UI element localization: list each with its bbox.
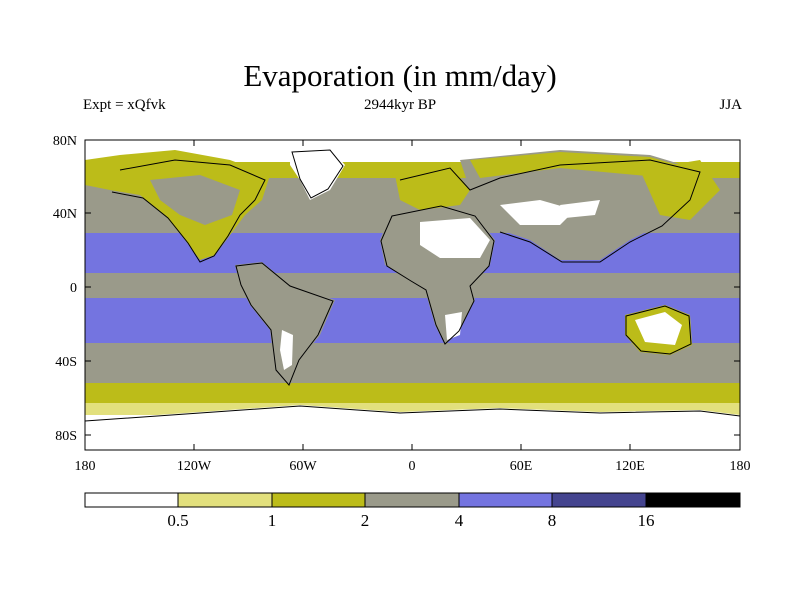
coastline-north-america — [111, 159, 266, 263]
colorbar-label: 16 — [638, 511, 655, 530]
lon-label: 60W — [289, 459, 317, 474]
coastline-eurasia — [399, 159, 701, 263]
colorbar-label: 2 — [361, 511, 370, 530]
region-tibet-dry — [560, 200, 600, 218]
region-south-africa-dry — [445, 312, 462, 340]
colorbar — [84, 492, 741, 508]
lat-label: 0 — [70, 281, 77, 296]
region-greenland — [290, 148, 345, 200]
region-east-asia — [640, 160, 720, 220]
colorbar-box — [551, 492, 647, 508]
colorbar-box — [364, 492, 460, 508]
colorbar-box — [645, 492, 741, 508]
lon-label: 60E — [510, 459, 533, 474]
band-south-subpolar — [85, 383, 740, 403]
lat-label: 40N — [53, 207, 77, 222]
colorbar-label: 8 — [548, 511, 557, 530]
coastline-australia — [625, 305, 692, 355]
coastline-greenland — [291, 149, 344, 199]
colorbar-labels: 0.5 1 2 4 8 16 — [167, 511, 654, 530]
lon-label: 180 — [75, 459, 96, 474]
region-sahara — [420, 218, 490, 258]
colorbar-box — [458, 492, 553, 508]
colorbar-box — [271, 492, 366, 508]
region-asia-north — [470, 152, 695, 180]
map-field — [85, 140, 740, 450]
lat-label: 80S — [55, 429, 77, 444]
coastline-antarctica — [85, 405, 740, 422]
period-label: 2944kyr BP — [363, 97, 437, 113]
lat-label: 40S — [55, 355, 77, 370]
coastlines — [85, 149, 740, 422]
colorbar-box — [177, 492, 273, 508]
region-south-america-dry — [280, 330, 293, 370]
axis-ticks — [84, 139, 741, 450]
band-south-midlat — [85, 343, 740, 383]
coastline-south-america — [235, 262, 334, 386]
lat-label: 80N — [53, 134, 77, 149]
lon-label: 120E — [615, 459, 645, 474]
season-label: JJA — [719, 97, 742, 113]
colorbar-box — [84, 492, 179, 508]
colorbar-label: 0.5 — [167, 511, 188, 530]
lat-labels: 80N 40N 0 40S 80S — [53, 134, 77, 444]
region-central-asia-dry — [500, 200, 575, 225]
region-antarctica-coast — [85, 405, 740, 450]
lon-label: 180 — [730, 459, 751, 474]
lon-labels: 180 120W 60W 0 60E 120E 180 — [75, 459, 751, 474]
colorbar-label: 1 — [268, 511, 277, 530]
coastline-africa-europe — [380, 205, 495, 345]
lon-label: 120W — [177, 459, 212, 474]
lon-label: 0 — [409, 459, 416, 474]
experiment-label: Expt = xQfvk — [83, 97, 166, 113]
colorbar-label: 4 — [455, 511, 464, 530]
region-north-america-interior — [150, 175, 240, 225]
chart-title: Evaporation (in mm/day) — [243, 58, 557, 93]
region-australia-dry — [635, 312, 682, 345]
